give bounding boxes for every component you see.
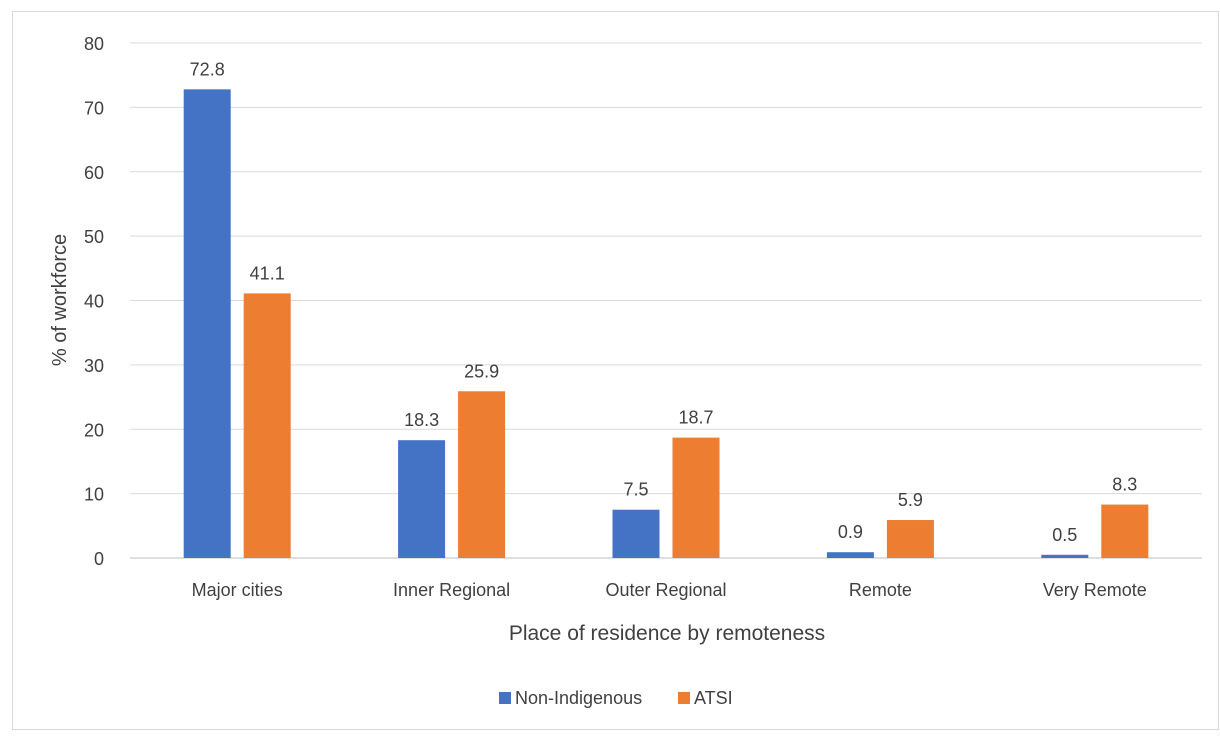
data-label: 8.3 — [1112, 475, 1137, 495]
y-tick-label: 20 — [84, 420, 104, 440]
data-label: 18.3 — [404, 410, 439, 430]
y-axis-label: % of workforce — [49, 234, 71, 366]
bar-atsi — [243, 293, 291, 558]
bar-atsi — [886, 520, 934, 558]
bar-atsi — [1101, 504, 1149, 558]
y-tick-label: 60 — [84, 163, 104, 183]
bar-non-indigenous — [826, 552, 874, 558]
bar-atsi — [458, 391, 506, 558]
bar-atsi — [672, 437, 720, 558]
y-axis-ticks: 0 10 20 30 40 50 60 70 80 — [84, 34, 104, 569]
y-tick-label: 30 — [84, 356, 104, 376]
bar-non-indigenous — [183, 89, 231, 558]
legend-swatch — [499, 692, 511, 704]
bar-non-indigenous — [1041, 554, 1089, 558]
y-tick-label: 70 — [84, 98, 104, 118]
x-axis-ticks: Major cities Inner Regional Outer Regional… — [192, 580, 1147, 600]
gridlines — [130, 42, 1202, 559]
data-label: 0.5 — [1052, 525, 1077, 545]
bar-non-indigenous — [612, 509, 660, 558]
data-label: 41.1 — [250, 263, 285, 283]
data-label: 5.9 — [898, 490, 923, 510]
data-labels: 72.8 41.1 18.3 25.9 7.5 18.7 0.9 5.9 0.5 8.3 — [190, 59, 1138, 544]
bars — [183, 89, 1149, 558]
legend-swatch — [678, 692, 690, 704]
y-tick-label: 40 — [84, 292, 104, 312]
bar-non-indigenous — [398, 440, 446, 558]
y-tick-label: 10 — [84, 485, 104, 505]
x-tick-label: Major cities — [192, 580, 283, 600]
x-tick-label: Very Remote — [1043, 580, 1147, 600]
x-tick-label: Inner Regional — [393, 580, 510, 600]
x-axis-label: Place of residence by remoteness — [509, 622, 825, 645]
data-label: 72.8 — [190, 59, 225, 79]
x-tick-label: Outer Regional — [605, 580, 726, 600]
y-tick-label: 80 — [84, 34, 104, 54]
data-label: 25.9 — [464, 361, 499, 381]
data-label: 18.7 — [678, 408, 713, 428]
data-label: 0.9 — [838, 522, 863, 542]
legend-label: ATSI — [694, 688, 733, 708]
data-label: 7.5 — [623, 480, 648, 500]
y-tick-label: 0 — [94, 549, 104, 569]
legend-label: Non-Indigenous — [515, 688, 642, 708]
x-tick-label: Remote — [849, 580, 912, 600]
legend: Non-Indigenous ATSI — [499, 688, 733, 708]
y-tick-label: 50 — [84, 227, 104, 247]
